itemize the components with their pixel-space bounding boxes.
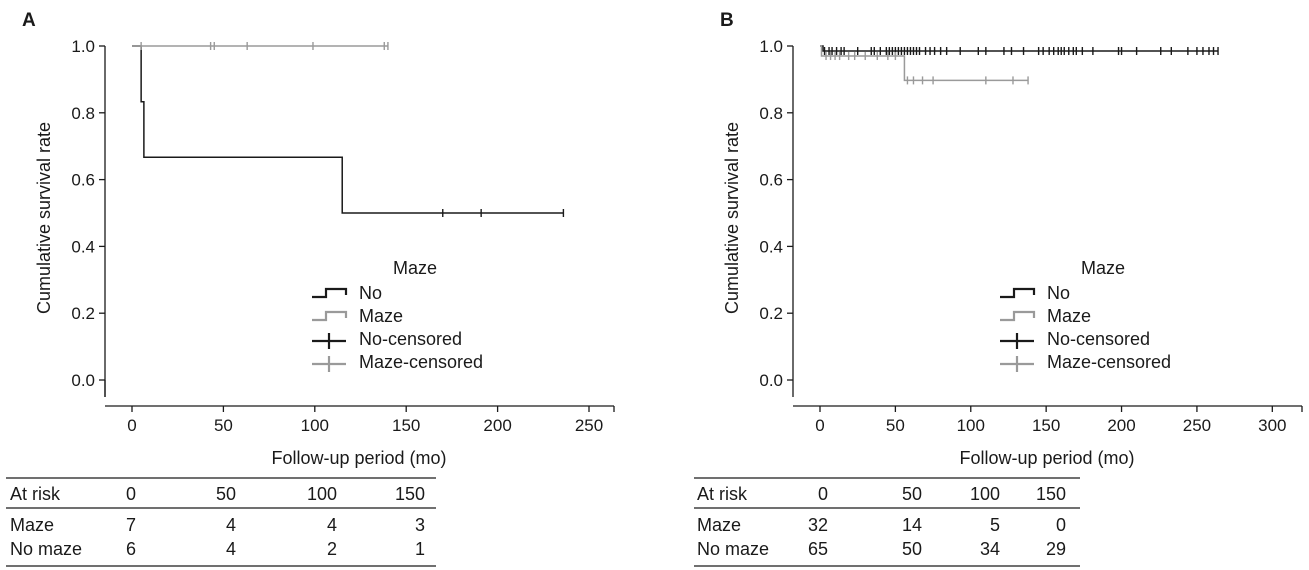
- panel-a-table-header-cell: 50: [216, 484, 236, 504]
- panel-a-legend-swatch-no: [312, 287, 348, 299]
- panel-b-legend-swatch-no-censored: [1000, 333, 1034, 349]
- panel-a-legend-swatch-maze: [312, 310, 348, 322]
- panel-a: A 0.00.20.40.60.81.0 0 50 100 150 200 250 Cum…: [6, 10, 615, 567]
- x-tick-label: 300: [1258, 416, 1286, 435]
- x-tick-label: 150: [392, 416, 420, 435]
- panel-a-table-cell: 2: [327, 539, 337, 559]
- survival-curve-maze: [820, 45, 1029, 82]
- panel-b-legend-label-no-censored: No-censored: [1047, 329, 1150, 349]
- panel-a-legend-label-no: No: [359, 283, 382, 303]
- y-tick-label: 0.6: [71, 171, 95, 190]
- panel-a-table-header-cell: 0: [126, 484, 136, 504]
- panel-b-table-cell: 34: [980, 539, 1000, 559]
- panel-a-table-cell: 6: [126, 539, 136, 559]
- panel-a-y-ticks: 0.0 0.2 0.4 0.6 0.8 1.0: [71, 37, 105, 390]
- panel-a-table-header-cell: 100: [307, 484, 337, 504]
- x-tick-label: 250: [1183, 416, 1211, 435]
- panel-b-legend-swatch-maze-censored: [1000, 356, 1034, 372]
- panel-b-table-cell: 0: [1056, 515, 1066, 535]
- y-tick-label: 0.2: [71, 304, 95, 323]
- panel-b-y-ticks: 0.0 0.2 0.4 0.6 0.8 1.0: [759, 37, 793, 390]
- panel-b-legend-swatch-maze: [1000, 310, 1036, 322]
- y-tick-label: 0.4: [71, 237, 95, 256]
- y-tick-label: 1.0: [759, 37, 783, 56]
- panel-a-table-cell: 7: [126, 515, 136, 535]
- x-tick-label: 50: [886, 416, 905, 435]
- panel-a-table-row-label: No maze: [10, 539, 82, 559]
- panel-a-legend-title: Maze: [393, 258, 437, 278]
- panel-b-letter: B: [720, 10, 734, 31]
- panel-a-table-cell: 3: [415, 515, 425, 535]
- x-tick-label: 250: [575, 416, 603, 435]
- panel-b-table-cell: 32: [808, 515, 828, 535]
- panel-b-table-cell: 14: [902, 515, 922, 535]
- panel-a-table-cell: 1: [415, 539, 425, 559]
- panel-a-table-row-label: Maze: [10, 515, 54, 535]
- panel-b-y-axis-title: Cumulative survival rate: [722, 122, 742, 314]
- panel-b-legend-label-no: No: [1047, 283, 1070, 303]
- panel-b: B 0.00.20.40.60.81.0 0 50 100 150 200 250 300 …: [694, 10, 1303, 567]
- panel-a-legend-label-maze-censored: Maze-censored: [359, 352, 483, 372]
- panel-a-table-header-label: At risk: [10, 484, 61, 504]
- x-tick-label: 100: [957, 416, 985, 435]
- panel-b-table-row-label: Maze: [697, 515, 741, 535]
- panel-b-x-axis-title: Follow-up period (mo): [959, 448, 1134, 468]
- panel-b-table-cell: 65: [808, 539, 828, 559]
- y-tick-label: 0.4: [759, 237, 783, 256]
- panel-a-x-ticks: 0 50 100 150 200 250: [127, 406, 615, 435]
- panel-a-y-axis-title: Cumulative survival rate: [34, 122, 54, 314]
- panel-b-table-header-cell: 0: [818, 484, 828, 504]
- y-tick-label: 0.2: [759, 304, 783, 323]
- panel-b-x-ticks: 0 50 100 150 200 250 300: [815, 406, 1303, 435]
- y-tick-label: 0.0: [71, 371, 95, 390]
- y-tick-label: 1.0: [71, 37, 95, 56]
- panel-a-curves: [132, 42, 565, 217]
- panel-a-table-cell: 4: [226, 539, 236, 559]
- panel-b-legend: Maze No Maze No-censored Maze-censored: [1000, 258, 1171, 372]
- panel-b-table-header-cell: 150: [1036, 484, 1066, 504]
- survival-curve-no: [132, 45, 564, 214]
- x-tick-label: 200: [1107, 416, 1135, 435]
- panel-a-legend-swatch-maze-censored: [312, 356, 346, 372]
- panel-a-legend-swatch-no-censored: [312, 333, 346, 349]
- x-tick-label: 0: [815, 416, 824, 435]
- panel-b-table-header-cell: 50: [902, 484, 922, 504]
- y-tick-label: 0.6: [759, 171, 783, 190]
- panel-a-risk-table: At risk 0 50 100 150 Maze 7 4 4 3 No maz…: [6, 477, 436, 567]
- panel-b-table-header-label: At risk: [697, 484, 748, 504]
- panel-b-legend-title: Maze: [1081, 258, 1125, 278]
- x-tick-label: 100: [301, 416, 329, 435]
- panel-b-legend-swatch-no: [1000, 287, 1036, 299]
- x-tick-label: 50: [214, 416, 233, 435]
- panel-b-table-row-label: No maze: [697, 539, 769, 559]
- panel-a-legend: Maze No Maze No-censored Maze-censored: [312, 258, 483, 372]
- panel-a-table-cell: 4: [226, 515, 236, 535]
- panel-a-legend-label-maze: Maze: [359, 306, 403, 326]
- panel-a-letter: A: [22, 10, 36, 31]
- panel-b-table-cell: 5: [990, 515, 1000, 535]
- panel-a-legend-label-no-censored: No-censored: [359, 329, 462, 349]
- x-tick-label: 150: [1032, 416, 1060, 435]
- y-tick-label: 0.8: [71, 104, 95, 123]
- panel-b-table-header-cell: 100: [970, 484, 1000, 504]
- x-tick-label: 0: [127, 416, 136, 435]
- y-tick-label: 0.0: [759, 371, 783, 390]
- panel-b-risk-table: At risk 0 50 100 150 Maze 32 14 5 0 No m…: [694, 477, 1080, 567]
- panel-b-legend-label-maze: Maze: [1047, 306, 1091, 326]
- y-tick-label: 0.8: [759, 104, 783, 123]
- panel-b-table-cell: 29: [1046, 539, 1066, 559]
- panel-a-table-cell: 4: [327, 515, 337, 535]
- panel-a-table-header-cell: 150: [395, 484, 425, 504]
- panel-b-legend-label-maze-censored: Maze-censored: [1047, 352, 1171, 372]
- x-tick-label: 200: [483, 416, 511, 435]
- panel-b-table-cell: 50: [902, 539, 922, 559]
- panel-b-curves: [820, 45, 1219, 85]
- panel-a-x-axis-title: Follow-up period (mo): [271, 448, 446, 468]
